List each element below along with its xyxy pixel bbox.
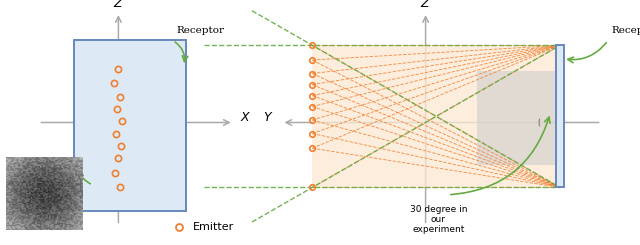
Text: $Z$: $Z$ [113,0,124,10]
Polygon shape [312,45,560,187]
Bar [74,40,186,211]
Text: Receptor: Receptor [176,26,224,35]
Bar [477,71,557,165]
Text: 30 degree in
our
experiment: 30 degree in our experiment [410,205,467,234]
Text: Emitter: Emitter [193,222,234,232]
Text: $Y$: $Y$ [264,111,274,124]
Bar [556,45,564,187]
Text: $Z$: $Z$ [420,0,431,10]
Text: Receptor: Receptor [611,26,640,35]
Text: $X$: $X$ [240,111,252,124]
